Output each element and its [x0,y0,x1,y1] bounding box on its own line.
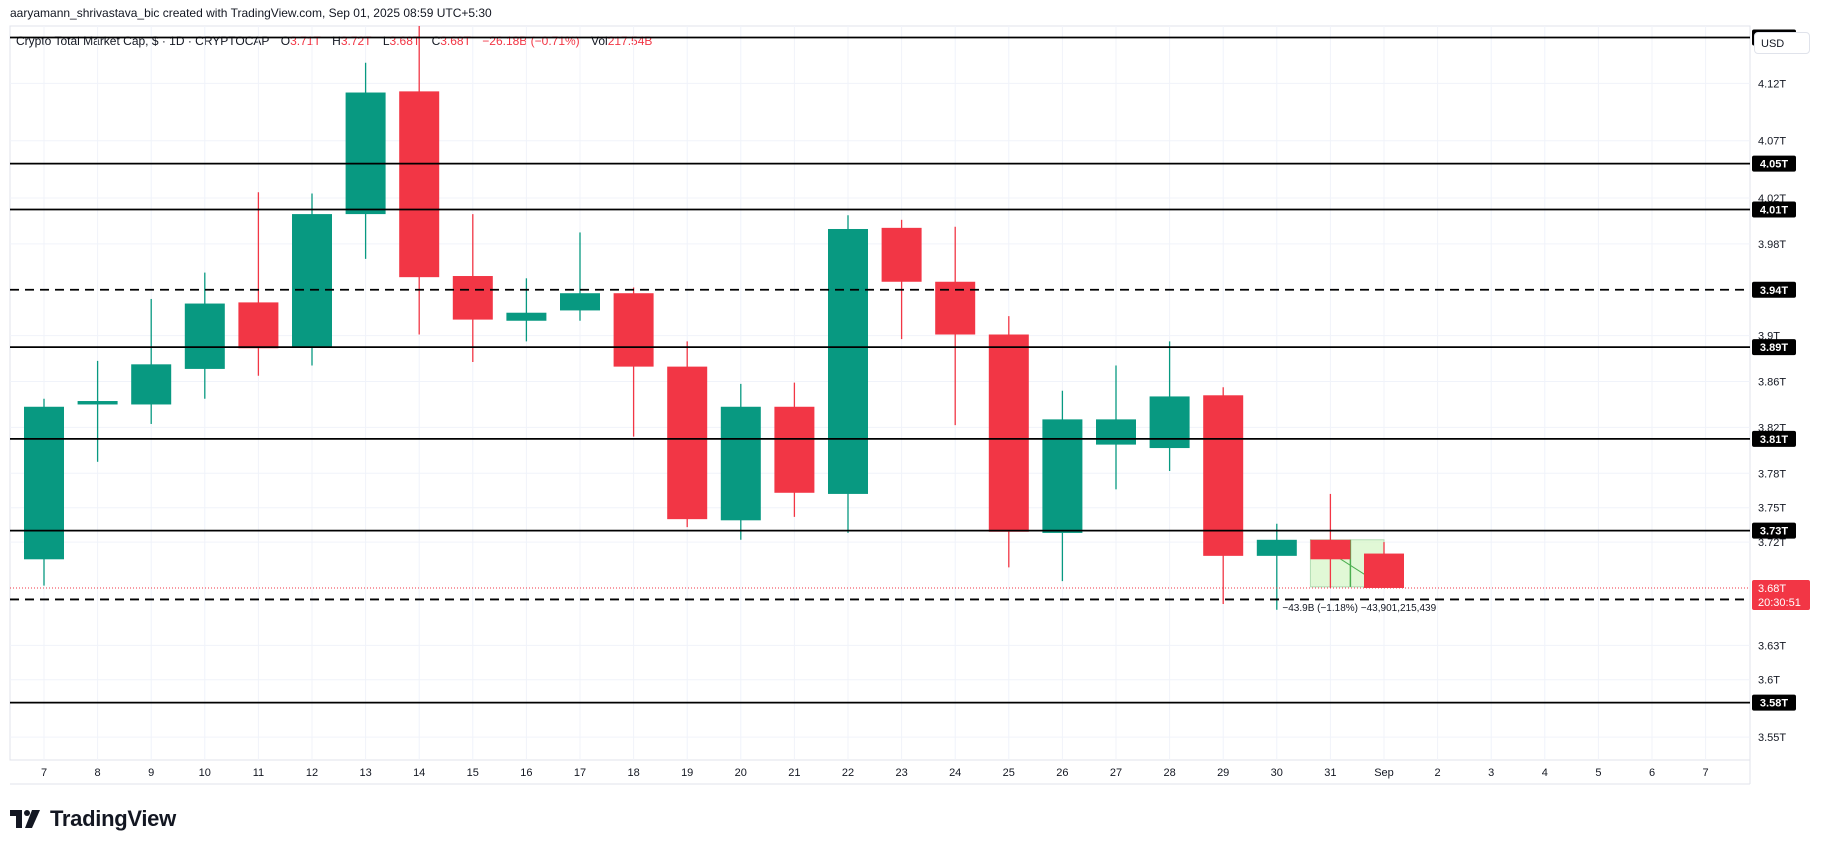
currency-button[interactable]: USD [1754,32,1810,54]
level-price-label: 3.73T [1760,526,1788,538]
candle-body [720,406,761,521]
level-price-label: 4.01T [1760,205,1788,217]
time-axis-tick-label: 18 [627,767,639,779]
time-axis-tick-label: 7 [41,767,47,779]
price-axis-tick-label: 3.63T [1758,640,1786,652]
price-axis-tick-label: 3.78T [1758,468,1786,480]
level-price-badge [1752,281,1796,298]
time-axis-tick-label: 21 [788,767,800,779]
open-label: O [280,34,291,48]
level-price-label: 4.05T [1760,159,1788,171]
time-axis-tick-label: 15 [467,767,479,779]
time-axis-tick-label: 13 [359,767,371,779]
time-axis-tick-label: 23 [895,767,907,779]
time-axis-tick-label: 29 [1217,767,1229,779]
close-label: C [431,34,441,48]
candle-body [292,214,332,348]
candle-body [1042,419,1083,533]
candle-body [184,303,225,369]
price-axis-tick-label: 3.86T [1758,377,1786,389]
level-price-label: 3.81T [1760,434,1788,446]
time-axis-tick-label: 24 [949,767,961,779]
level-price-badge [1752,339,1796,356]
candle-body [238,302,279,349]
level-price-badge [1752,155,1796,172]
candle-body [1310,539,1351,560]
time-axis-tick-label: 30 [1271,767,1283,779]
candle-body [988,334,1029,532]
measure-tool-label: −43.9B (−1.18%) −43,901,215,439 [1282,603,1436,614]
last-price-badge [1752,579,1810,610]
high-label: H [332,34,341,48]
candle-body [828,228,868,494]
last-price-label: 3.68T [1758,583,1786,595]
time-axis-tick-label: 16 [520,767,532,779]
candle-body [131,364,172,405]
level-price-label: 3.94T [1760,285,1788,297]
level-price-badge [1752,522,1796,539]
candle-body [345,92,386,215]
time-axis-tick-label: Sep [1374,767,1394,779]
price-axis-tick-label: 3.55T [1758,732,1786,744]
time-axis-tick-label: 9 [148,767,154,779]
candle-body [452,276,493,320]
plot-border [9,25,1751,761]
time-axis-tick-label: 31 [1324,767,1336,779]
level-price-badge [1752,430,1796,447]
candle-body [399,91,440,278]
price-axis-tick-label: 3.75T [1758,503,1786,515]
time-axis-tick-label: 10 [199,767,211,779]
candle-body [881,227,922,282]
candle-body [667,366,708,520]
price-axis-tick-label: 3.6T [1758,675,1780,687]
candle-body [1256,539,1297,556]
time-axis-tick-label: 20 [735,767,747,779]
time-axis-tick-label: 12 [306,767,318,779]
time-axis-tick-label: 17 [574,767,586,779]
time-axis-tick-label: 3 [1488,767,1494,779]
time-axis-tick-label: 22 [842,767,854,779]
candle-body [560,293,600,311]
candle-body [24,406,64,560]
candle-body [1149,396,1190,449]
time-axis-tick-label: 27 [1110,767,1122,779]
tradingview-logo[interactable]: TradingView [10,806,176,832]
low-label: L [382,34,390,48]
level-price-badge [1752,201,1796,218]
time-axis-tick-label: 2 [1435,767,1441,779]
countdown-label: 20:30:51 [1758,597,1801,609]
level-price-label: 3.58T [1760,698,1788,710]
candle-body [1096,419,1136,445]
level-price-label: 3.89T [1760,342,1788,354]
candle-body [774,406,815,493]
price-axis-tick-label: 4.12T [1758,78,1786,90]
time-axis-tick-label: 25 [1003,767,1015,779]
candle-body [613,293,654,367]
price-axis-tick-label: 3.98T [1758,239,1786,251]
time-axis-tick-label: 6 [1649,767,1655,779]
time-axis-tick-label: 26 [1056,767,1068,779]
time-axis-tick-label: 11 [253,767,264,779]
time-axis-tick-label: 5 [1595,767,1601,779]
level-price-badge [1752,694,1796,711]
time-axis-tick-label: 7 [1703,767,1709,779]
candle-body [506,312,547,321]
chart-credit: aaryamann_shrivastava_bic created with T… [10,6,492,20]
price-axis-tick-label: 4.07T [1758,136,1786,148]
time-axis-tick-label: 19 [681,767,693,779]
candle-body [1364,553,1404,588]
time-axis-tick-label: 8 [95,767,101,779]
price-axis-tick-label: 3.72T [1758,537,1786,549]
time-axis-tick-label: 14 [413,767,425,779]
time-axis-tick-label: 4 [1542,767,1548,779]
candle-body [1203,395,1244,556]
tradingview-logo-icon [10,810,40,828]
tradingview-logo-text: TradingView [50,806,176,831]
candle-body [77,401,118,405]
time-axis-tick-label: 28 [1163,767,1175,779]
